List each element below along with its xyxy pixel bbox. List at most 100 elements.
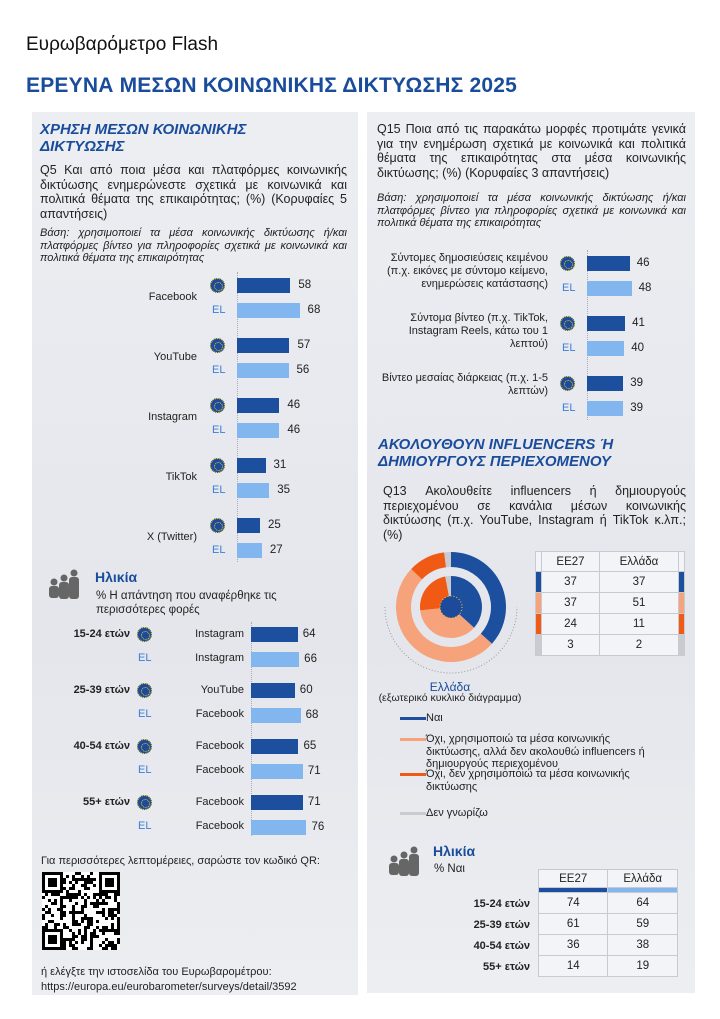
eu-flag-icon (137, 795, 152, 810)
age-data-table: ΕΕ27 Ελλάδα 74 64 61 59 36 38 14 19 (537, 869, 678, 977)
age-label: 55+ ετών (483, 961, 530, 973)
bar-eu (251, 795, 303, 810)
website-link[interactable]: https://europa.eu/eurobarometer/surveys/… (41, 981, 297, 993)
eu-flag-icon (210, 458, 225, 473)
donut-slice-el (395, 569, 492, 663)
value-el: 35 (277, 484, 290, 496)
legend-label: Όχι, χρησιμοποιώ τα μέσα κοινωνικής δικτ… (426, 733, 645, 770)
platform-label: Instagram (148, 411, 197, 423)
table-row: 74 64 (537, 892, 678, 914)
q15-question: Q15 Ποια από τις παρακάτω μορφές προτιμά… (377, 122, 686, 180)
axis-line (237, 272, 238, 562)
bar-eu (237, 458, 266, 473)
bar-eu (587, 316, 626, 331)
legend-swatch (400, 738, 426, 741)
value-el: 56 (296, 364, 310, 376)
platform-label: TikTok (165, 471, 197, 483)
value-el: 46 (287, 424, 301, 436)
table-header-row: ΕΕ27 Ελλάδα (535, 551, 685, 572)
bar-eu (251, 739, 299, 754)
color-strip (678, 571, 685, 593)
table-row: 24 11 (535, 613, 685, 635)
axis-line (587, 250, 588, 420)
bar-eu (237, 518, 260, 533)
format-label: Σύντομα βίντεο (π.χ. TikTok, Instagram R… (408, 312, 548, 350)
age-label: 40-54 ετών (473, 940, 530, 952)
column-header: Ελλάδα (598, 551, 680, 572)
legend-label: Όχι, δεν χρησιμοποιώ τα μέσα κοινωνικής … (426, 768, 630, 793)
people-icon (49, 569, 79, 599)
qr-code[interactable] (42, 872, 120, 950)
dotted-arc (384, 606, 518, 674)
section-title-social-media-use: ΧΡΗΣΗ ΜΕΣΩΝ ΚΟΙΝΩΝΙΚΗΣ ΔΙΚΤΥΩΣΗΣ (40, 121, 247, 155)
cell-el: 11 (598, 613, 680, 635)
cell-el: 64 (607, 892, 678, 914)
legend-label: Ναι (426, 712, 443, 724)
section-title-influencers: ΑΚΟΛΟΥΘΟΥΝ INFLUENCERS Ή ΔΗΜΙΟΥΡΓΟΥΣ ΠΕΡ… (378, 436, 614, 470)
value-eu: 46 (287, 399, 301, 411)
table-row: 37 37 (535, 571, 685, 593)
bar-el (251, 652, 300, 667)
spacer (678, 551, 685, 572)
format-label: Βίντεο μεσαίας διάρκειας (π.χ. 1-5 λεπτώ… (381, 372, 548, 397)
cell-el: 38 (607, 934, 678, 956)
value-eu: 25 (268, 519, 281, 531)
platform-label: Instagram (195, 628, 244, 640)
platform-label: YouTube (200, 684, 244, 696)
eu-flag-icon (560, 376, 575, 391)
el-label: EL (212, 364, 226, 376)
bar-eu (587, 256, 630, 271)
left-panel (32, 112, 358, 995)
legend-swatch (400, 717, 426, 720)
bar-eu (237, 338, 290, 353)
donut-caption: Ελλάδα (429, 680, 471, 694)
value-eu: 71 (307, 796, 321, 808)
eu-flag-icon (210, 518, 225, 533)
el-label: EL (138, 764, 152, 776)
age-label: 40-54 ετών (73, 740, 130, 752)
value-el: 66 (304, 653, 317, 665)
platform-label: Facebook (148, 291, 197, 303)
el-label: EL (212, 544, 226, 556)
format-label: Σύντομες δημοσιεύσεις κειμένου (π.χ. εικ… (387, 252, 548, 290)
color-strip (678, 592, 685, 614)
value-eu: 41 (632, 317, 645, 329)
axis-line (251, 622, 252, 836)
page-title: ΕΡΕΥΝΑ ΜΕΣΩΝ ΚΟΙΝΩΝΙΚΗΣ ΔΙΚΤΥΩΣΗΣ 2025 (26, 74, 517, 97)
eu-flag-icon (439, 595, 463, 619)
eu-flag-icon (210, 278, 225, 293)
platform-label: Facebook (195, 764, 244, 776)
value-eu: 65 (303, 740, 317, 752)
column-header: Ελλάδα (607, 869, 678, 888)
age-title: Ηλικία (95, 569, 138, 585)
value-el: 68 (307, 304, 321, 316)
eu-flag-icon (137, 683, 152, 698)
bar-el (251, 708, 301, 723)
legend-swatch (400, 773, 426, 776)
el-label: EL (212, 424, 226, 436)
eu-flag-icon (560, 316, 575, 331)
cell-el: 2 (598, 634, 680, 656)
bar-el (237, 423, 280, 438)
platform-label: YouTube (153, 351, 197, 363)
donut-slice-el (411, 552, 447, 580)
bar-el (587, 401, 624, 416)
influencers-donut-chart (384, 552, 518, 674)
bar-eu (237, 278, 291, 293)
platform-label: Facebook (195, 796, 244, 808)
cell-eu: 61 (537, 913, 609, 935)
donut-slice-eu (451, 576, 482, 628)
el-label: EL (562, 282, 576, 294)
brand-title: Ευρωβαρόμετρο Flash (26, 34, 219, 55)
bar-el (587, 281, 632, 296)
legend-label: Δεν γνωρίζω (426, 807, 488, 819)
value-eu: 31 (273, 459, 287, 471)
bar-el (251, 820, 307, 835)
cell-el: 19 (607, 955, 678, 977)
influencers-data-table: ΕΕ27 Ελλάδα 37 37 37 51 24 11 3 2 (535, 551, 685, 656)
value-el: 71 (307, 765, 321, 777)
eu-flag-icon (137, 627, 152, 642)
el-label: EL (212, 484, 226, 496)
donut-slice-el (444, 552, 451, 568)
